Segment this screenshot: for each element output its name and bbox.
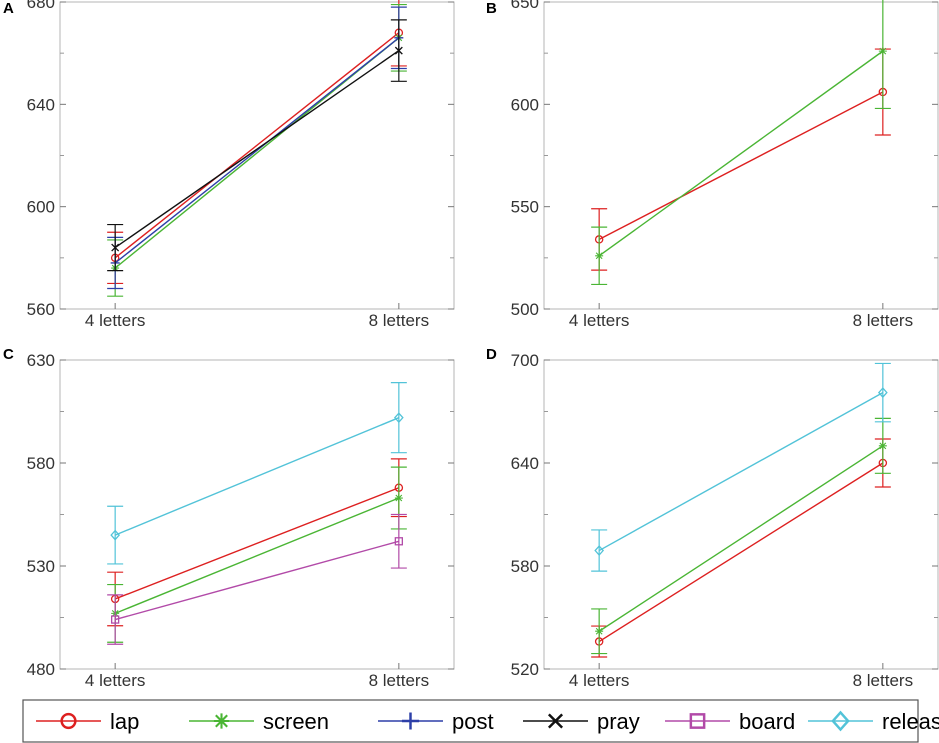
data-point-release [110,529,121,541]
y-tick-label: 650 [511,0,539,12]
series-screen [107,466,407,643]
y-tick-label: 600 [511,95,539,114]
panel-c: C 480 530 580 630 4 letters 8 letters [3,346,455,690]
error-bar-release [390,382,407,454]
series-line-release [114,417,400,536]
panel-label: A [3,0,14,17]
series-line-lap [114,487,400,600]
y-tick-label: 500 [511,300,539,319]
y-tick-label: 580 [27,454,55,473]
legend-label: screen [263,709,329,734]
x-tick-label: 4 letters [85,671,145,690]
series-line-board [114,540,400,621]
panel-d: D 520 580 640 700 4 letters 8 letters [486,346,939,690]
y-tick-label: 630 [27,351,55,370]
series-lap [591,48,891,271]
legend-marker-screen [213,713,230,729]
x-tick-label: 4 letters [569,671,629,690]
legend-box [22,699,919,743]
series-line-lap [114,32,400,259]
data-point-pray [111,243,120,252]
legend-marker-lap [60,712,77,730]
data-point-board [111,615,120,624]
series-board [107,513,407,645]
data-point-release [393,412,404,424]
legend-entry-board: board [665,709,795,734]
legend-entry-screen: screen [189,709,329,734]
legend-label: post [452,709,494,734]
y-tick-label: 640 [511,454,539,473]
y-tick-label: 530 [27,557,55,576]
data-point-screen [595,627,604,636]
data-point-pray [394,46,403,55]
x-tick-label: 8 letters [369,311,429,330]
error-bar-release [874,362,891,423]
series-line-release [598,392,884,552]
x-tick-label: 8 letters [853,671,913,690]
series-line-post [114,37,400,264]
legend-entry-post: post [378,709,494,734]
plot-frame [543,1,939,310]
data-point-screen [878,441,887,450]
legend: lap screen post pray board release [22,699,939,743]
data-point-release [594,545,605,557]
series-pray [107,19,407,272]
y-tick-label: 580 [511,557,539,576]
x-tick-label: 4 letters [569,311,629,330]
error-bar-board [390,513,407,569]
legend-marker-post [401,712,420,730]
panel-label: C [3,346,14,363]
y-tick-label: 560 [27,300,55,319]
series-screen [591,0,891,286]
error-bar-board [107,594,124,645]
plot-frame [543,359,939,670]
series-line-pray [114,50,400,249]
legend-marker-board [689,713,706,729]
data-point-screen [394,494,403,503]
data-point-screen [878,47,887,56]
series-line-screen [598,445,884,632]
legend-label: release [882,709,939,734]
y-tick-label: 700 [511,351,539,370]
legend-marker-pray [547,713,564,729]
series-lap [107,458,407,627]
series-line-lap [598,91,884,241]
panel-a: A 560 600 640 680 4 letters 8 letters [3,0,455,330]
series-line-lap [598,462,884,643]
legend-label: lap [110,709,139,734]
x-tick-label: 8 letters [853,311,913,330]
error-bar-release [107,505,124,565]
y-tick-label: 550 [511,198,539,217]
data-point-screen [595,251,604,260]
series-release [107,382,407,565]
legend-entry-lap: lap [36,709,139,734]
y-tick-label: 640 [27,95,55,114]
legend-label: board [739,709,795,734]
y-tick-label: 520 [511,660,539,679]
series-lap [107,0,407,285]
legend-marker-release [831,710,850,732]
x-tick-label: 4 letters [85,311,145,330]
legend-entry-release: release [808,709,939,734]
y-tick-label: 480 [27,660,55,679]
series-line-screen [598,50,884,257]
series-release [591,362,891,572]
legend-entry-pray: pray [523,709,640,734]
data-point-board [394,537,403,546]
y-tick-label: 600 [27,198,55,217]
series-screen [591,417,891,655]
data-point-release [877,387,888,399]
series-line-screen [114,497,400,615]
series-post [107,6,407,290]
panel-b: B 500 550 600 650 4 letters 8 letters [486,0,939,330]
legend-label: pray [597,709,640,734]
panel-label: B [486,0,497,17]
y-tick-label: 680 [27,0,55,12]
error-bar-release [591,529,608,572]
panel-label: D [486,346,497,363]
x-tick-label: 8 letters [369,671,429,690]
